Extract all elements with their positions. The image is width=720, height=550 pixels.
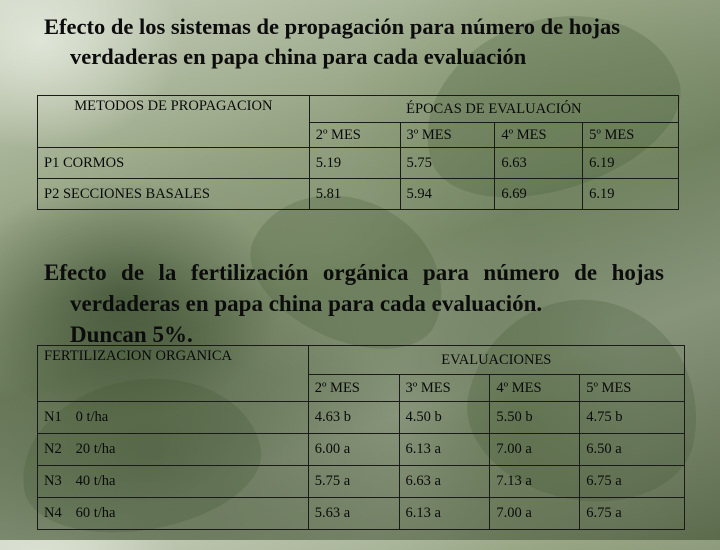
table-cell: 5.19 [308, 147, 401, 179]
table-cell: 6.75 a [579, 465, 685, 498]
table-cell: 5.75 [399, 147, 496, 179]
table-cell: 7.00 a [489, 433, 581, 466]
row-label: N1 0 t/ha [37, 401, 309, 434]
title-fertilization-line2: verdaderas en papa china para cada evalu… [70, 291, 543, 317]
table-cell: 5.63 a [307, 497, 400, 530]
treatment-dose: 40 t/ha [75, 473, 116, 489]
title-propagation-line2: verdaderas en papa china para cada evalu… [70, 44, 527, 70]
table-cell: 6.63 a [398, 465, 491, 498]
title-fertilization-line3: Duncan 5%. [70, 322, 193, 348]
table-row: N3 40 t/ha 5.75 a 6.63 a 7.13 a 6.75 a [37, 465, 685, 498]
table-cell: 6.69 [494, 178, 584, 210]
table-cell: 7.13 a [489, 465, 581, 498]
table-cell: 5.75 a [307, 465, 400, 498]
title-fertilization-line1: Efecto de la fertilización orgánica para… [44, 260, 664, 285]
table-cell: 5.81 [308, 178, 401, 210]
table-cell: 6.75 a [579, 497, 685, 530]
column-header-month-3: 3º MES [398, 374, 491, 402]
table-row: P2 SECCIONES BASALES 5.81 5.94 6.69 6.19 [37, 178, 679, 210]
column-header-month-4: 4º MES [494, 122, 584, 148]
table-cell: 4.50 b [398, 401, 491, 434]
evaluation-periods-header: ÉPOCAS DE EVALUACIÓN [308, 95, 680, 123]
treatment-code: N1 [44, 409, 62, 425]
treatment-dose: 20 t/ha [75, 441, 116, 457]
column-header-month-3: 3º MES [399, 122, 496, 148]
treatment-code: N2 [44, 441, 62, 457]
table-row: N2 20 t/ha 6.00 a 6.13 a 7.00 a 6.50 a [37, 433, 685, 466]
table-cell: 6.19 [582, 178, 679, 210]
row-label: P2 SECCIONES BASALES [37, 178, 310, 210]
row-label: N3 40 t/ha [37, 465, 309, 498]
row-label: N4 60 t/ha [37, 497, 309, 530]
column-header-month-5: 5º MES [582, 122, 679, 148]
treatment-code: N3 [44, 473, 62, 489]
table-row: N1 0 t/ha 4.63 b 4.50 b 5.50 b 4.75 b [37, 401, 685, 434]
organic-fertilization-header: FERTILIZACION ORGANICA [37, 345, 309, 402]
propagation-methods-header: METODOS DE PROPAGACION [37, 95, 310, 148]
row-label: P1 CORMOS [37, 147, 310, 179]
table-cell: 6.00 a [307, 433, 400, 466]
evaluations-header: EVALUACIONES [307, 345, 686, 375]
table-row: P1 CORMOS 5.19 5.75 6.63 6.19 [37, 147, 679, 179]
table-cell: 6.63 [494, 147, 584, 179]
table-cell: 5.50 b [489, 401, 581, 434]
column-header-month-4: 4º MES [489, 374, 581, 402]
propagation-table: METODOS DE PROPAGACION ÉPOCAS DE EVALUAC… [37, 95, 680, 210]
title-propagation-line1: Efecto de los sistemas de propagación pa… [44, 14, 621, 39]
treatment-dose: 0 t/ha [75, 409, 109, 425]
table-cell: 7.00 a [489, 497, 581, 530]
table-cell: 6.19 [582, 147, 679, 179]
column-header-month-2: 2º MES [307, 374, 400, 402]
column-header-month-2: 2º MES [308, 122, 401, 148]
treatment-code: N4 [44, 505, 62, 521]
title-fertilization: Efecto de la fertilización orgánica para… [44, 257, 664, 350]
table-cell: 6.13 a [398, 497, 491, 530]
fertilization-table: FERTILIZACION ORGANICA EVALUACIONES 2º M… [37, 345, 686, 530]
treatment-dose: 60 t/ha [75, 505, 116, 521]
title-propagation: Efecto de los sistemas de propagación pa… [44, 12, 620, 73]
table-cell: 5.94 [399, 178, 496, 210]
table-cell: 6.50 a [579, 433, 685, 466]
table-cell: 6.13 a [398, 433, 491, 466]
table-cell: 4.75 b [579, 401, 685, 434]
column-header-month-5: 5º MES [579, 374, 685, 402]
table-row: N4 60 t/ha 5.63 a 6.13 a 7.00 a 6.75 a [37, 497, 685, 530]
row-label: N2 20 t/ha [37, 433, 309, 466]
table-cell: 4.63 b [307, 401, 400, 434]
